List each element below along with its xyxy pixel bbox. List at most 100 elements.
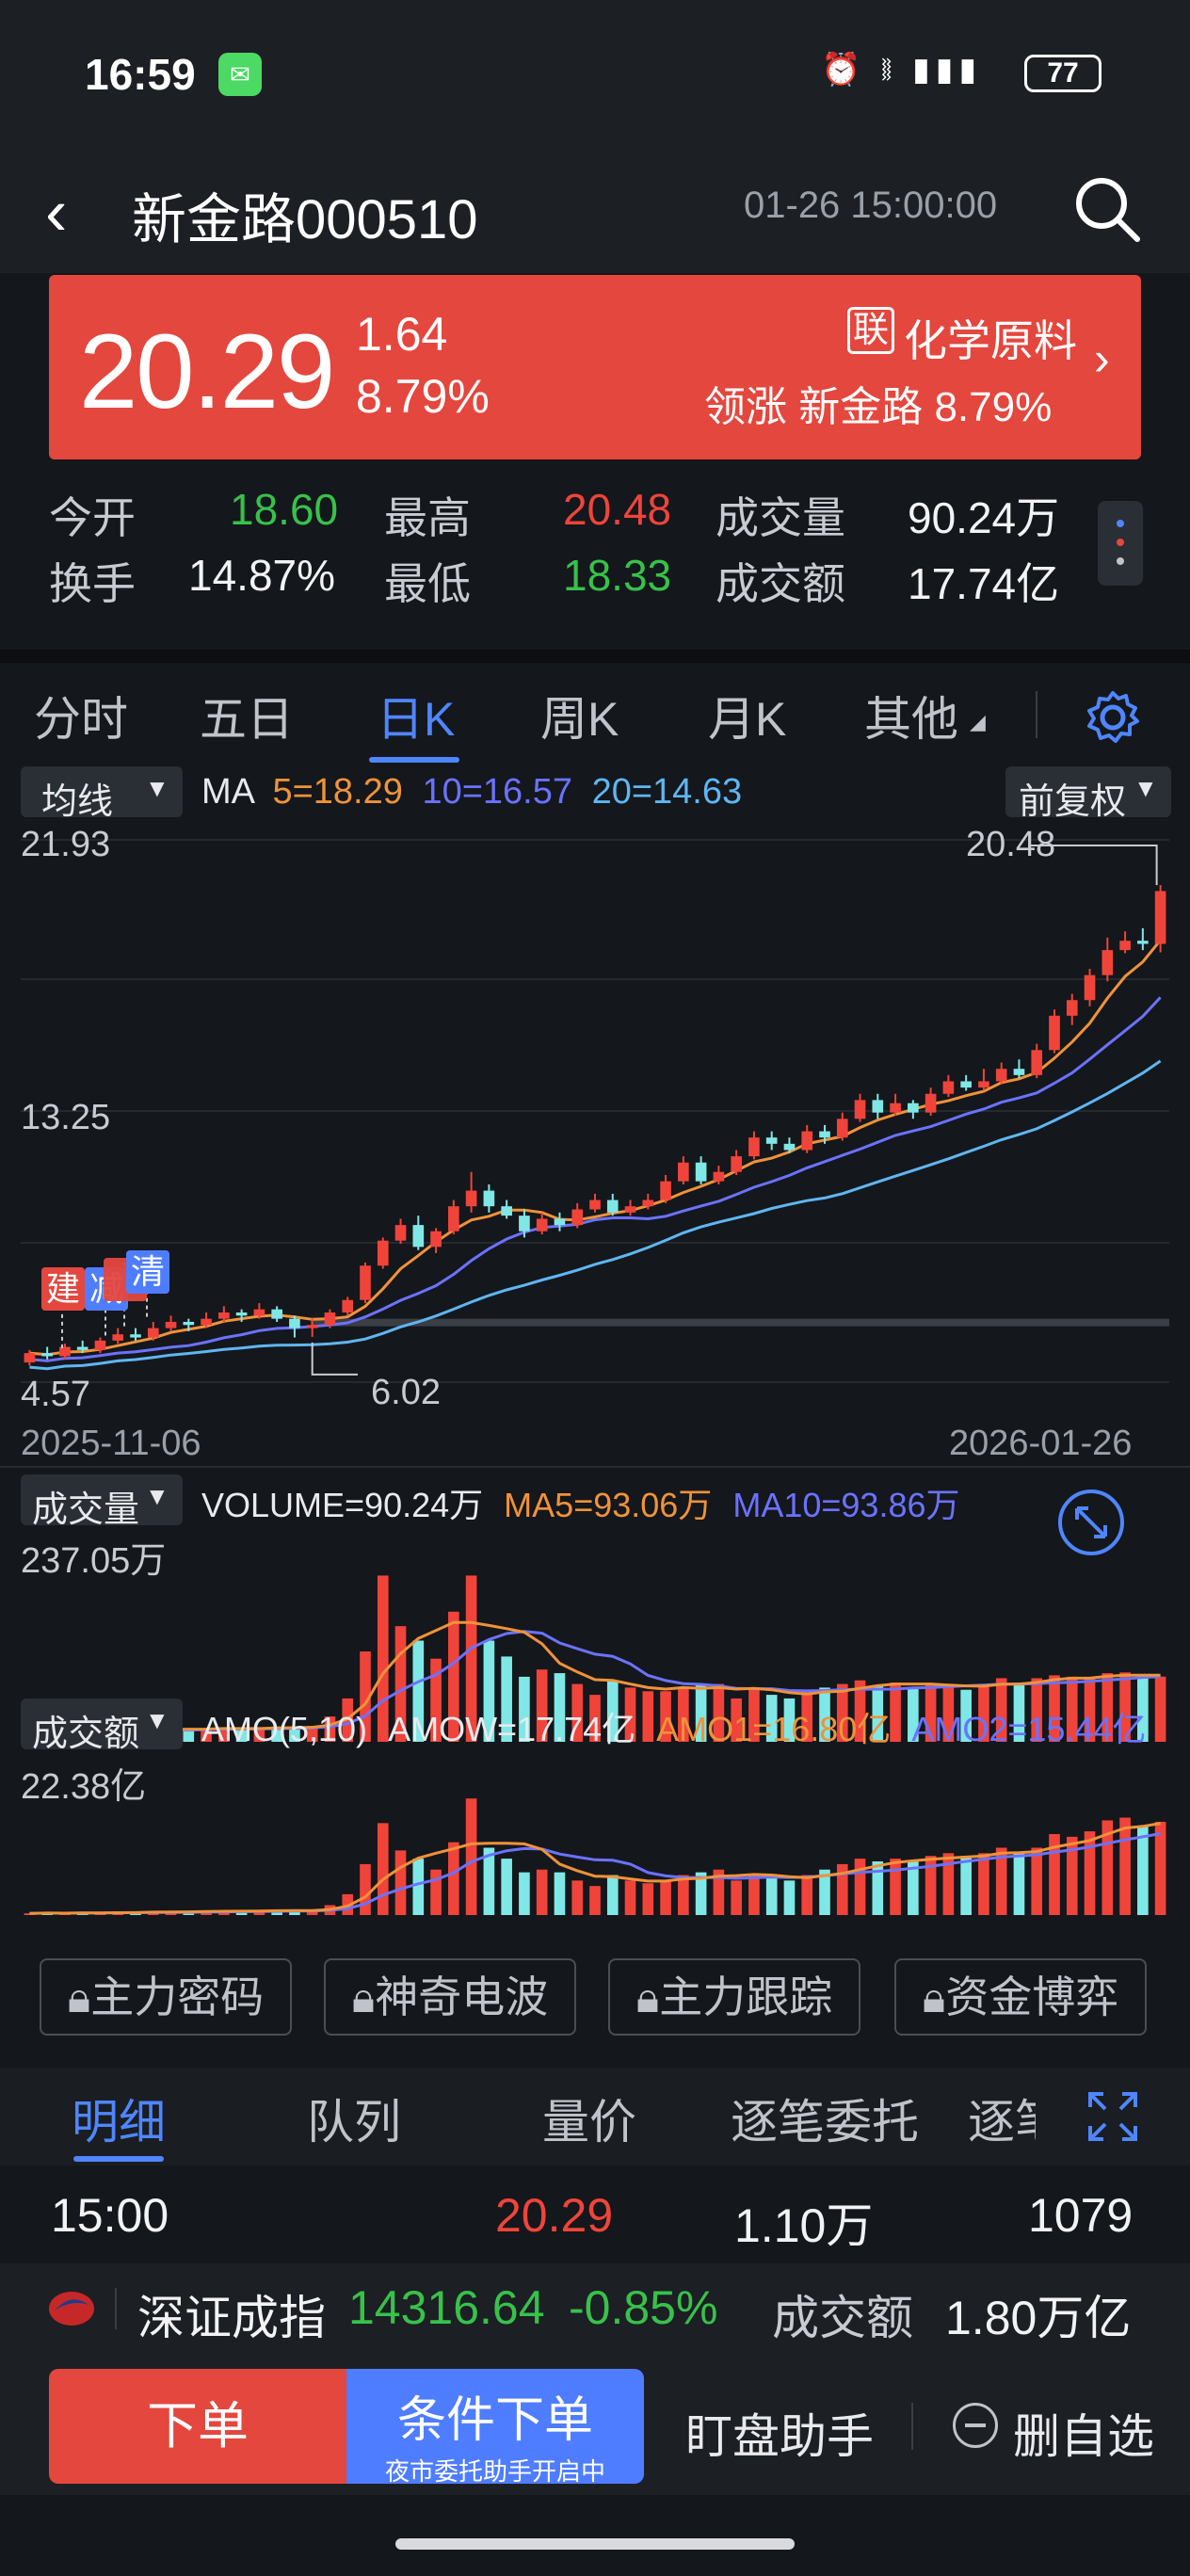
- volume-bar: [536, 1669, 548, 1742]
- candle-body: [130, 1334, 141, 1338]
- amount-bar: [801, 1875, 813, 1915]
- candle-body: [801, 1131, 813, 1151]
- low-value: 18.33: [563, 551, 672, 600]
- volume-dropdown[interactable]: 成交量 ▼: [21, 1474, 183, 1530]
- tab-underline: [73, 2156, 164, 2162]
- candle-body: [1013, 1069, 1025, 1075]
- tab-weekly-k[interactable]: 周K: [540, 693, 619, 746]
- tool-main-code-button[interactable]: 🔒︎主力密码: [40, 1958, 292, 2036]
- y-axis-mid-label: 13.25: [21, 1098, 111, 1137]
- tab-volume-price[interactable]: 量价: [542, 2096, 636, 2149]
- industry-tag: 联: [847, 307, 894, 354]
- low-label: 最低: [384, 559, 471, 608]
- volume-value: 90.24万: [908, 493, 1060, 542]
- adjust-dropdown[interactable]: 前复权 ▼: [1005, 766, 1171, 822]
- volume-bar: [783, 1698, 796, 1742]
- volume-bar: [642, 1691, 654, 1742]
- ma-dropdown[interactable]: 均线 ▼: [21, 766, 183, 822]
- tab-queue[interactable]: 队列: [307, 2096, 401, 2149]
- amount-bar: [713, 1869, 725, 1915]
- candle-body: [201, 1318, 212, 1326]
- volume-bar: [554, 1673, 566, 1742]
- tool-magic-wave-button[interactable]: 🔒︎神奇电波: [324, 1958, 576, 2036]
- index-change: -0.85%: [569, 2281, 718, 2334]
- trade-marker-build[interactable]: 建: [41, 1267, 85, 1311]
- amount-values: AMO(5,10) AMOW=17.74亿 AMO1=16.80亿 AMO2=1…: [201, 1710, 1147, 1748]
- candle-body: [519, 1216, 530, 1232]
- candle-body: [1066, 1000, 1078, 1016]
- divider: [911, 2403, 913, 2450]
- trade-marker-clear[interactable]: 清: [126, 1250, 169, 1294]
- amount-y-top: 22.38亿: [21, 1767, 147, 1807]
- tab-detail[interactable]: 明细: [72, 2096, 166, 2149]
- quote-datetime: 01-26 15:00:00: [744, 185, 998, 226]
- order-button[interactable]: 下单: [49, 2369, 346, 2484]
- expand-icon[interactable]: [1056, 1488, 1126, 1557]
- tab-separator: [1036, 691, 1037, 738]
- back-icon[interactable]: ‹: [45, 175, 68, 249]
- volume-bar: [890, 1682, 901, 1742]
- detail-tabs: 明细 队列 量价 逐笔委托 逐笔: [0, 2068, 1190, 2165]
- candle-body: [324, 1312, 336, 1326]
- candle-body: [1049, 1015, 1060, 1051]
- candle-body: [854, 1100, 866, 1119]
- amount-bar: [306, 1910, 318, 1915]
- kline-chart-svg[interactable]: [0, 817, 1190, 1915]
- price-card[interactable]: 20.29 1.64 8.79% 联 化学原料 领涨 新金路 8.79% ›: [49, 275, 1141, 459]
- amount-bar: [589, 1886, 601, 1915]
- amount-bar: [289, 1910, 300, 1915]
- candle-body: [1031, 1050, 1043, 1075]
- more-menu-button[interactable]: [1098, 501, 1143, 586]
- amount-bar: [624, 1880, 636, 1915]
- tab-other[interactable]: 其他: [864, 693, 958, 746]
- volume-bar: [218, 1727, 230, 1742]
- volume-bar: [483, 1640, 495, 1742]
- tab-daily-k[interactable]: 日K: [377, 693, 456, 746]
- candle-body: [377, 1240, 389, 1266]
- candle-body: [642, 1199, 654, 1207]
- volume-bar: [1031, 1678, 1043, 1742]
- chart-area[interactable]: 均线 ▼ MA 5=18.29 10=16.57 20=14.63 前复权 ▼ …: [0, 766, 1190, 1934]
- monitor-assistant-button[interactable]: 盯盘助手: [685, 2410, 874, 2463]
- candle-body: [271, 1309, 282, 1319]
- amount-bar: [536, 1869, 548, 1915]
- candle-body: [942, 1081, 955, 1094]
- volume-bar: [394, 1626, 407, 1742]
- search-icon[interactable]: [1069, 171, 1145, 247]
- amount-bar: [1049, 1833, 1060, 1915]
- tab-intraday[interactable]: 分时: [34, 693, 128, 746]
- amount-bar: [1066, 1836, 1078, 1915]
- volume-bar: [271, 1726, 282, 1742]
- fullscreen-icon[interactable]: [1086, 2090, 1139, 2143]
- tool-main-tracking-button[interactable]: 🔒︎主力跟踪: [608, 1958, 860, 2036]
- max-pointer: [1028, 845, 1158, 886]
- tick-row: 15:00 20.29 1.10万 1079: [0, 2175, 1190, 2260]
- amount-bar: [819, 1869, 830, 1915]
- tab-five-day[interactable]: 五日: [200, 693, 294, 746]
- tab-tick-orders[interactable]: 逐笔委托: [731, 2096, 919, 2149]
- gear-icon[interactable]: [1083, 687, 1143, 748]
- candle-body: [748, 1137, 760, 1157]
- candle-body: [394, 1225, 407, 1241]
- volume-bar: [324, 1716, 336, 1742]
- index-ticker[interactable]: 深证成指 14316.64 -0.85% 成交额 1.80万亿: [0, 2263, 1190, 2354]
- tool-fund-game-button[interactable]: 🔒︎资金博弈: [894, 1958, 1147, 2036]
- conditional-order-button[interactable]: 条件下单 夜市委托助手开启中: [346, 2369, 644, 2486]
- amount-bar: [519, 1872, 530, 1915]
- index-amount-label: 成交额: [772, 2292, 913, 2344]
- amount-dropdown[interactable]: 成交额 ▼: [21, 1699, 183, 1754]
- sector-leader: 领涨 新金路 8.79%: [704, 384, 1053, 430]
- candle-body: [253, 1309, 265, 1316]
- amount-bar: [412, 1859, 425, 1915]
- candle-body: [731, 1156, 742, 1172]
- divider: [115, 2288, 117, 2329]
- turnover-value: 14.87%: [188, 551, 336, 600]
- remove-watchlist-button[interactable]: 删自选: [1013, 2410, 1154, 2463]
- candle-body: [289, 1318, 300, 1328]
- tab-tick-deals[interactable]: 逐笔: [968, 2096, 1036, 2149]
- high-value: 20.48: [563, 485, 672, 534]
- volume-values: VOLUME=90.24万 MA5=93.06万 MA10=93.86万: [201, 1486, 960, 1524]
- tab-monthly-k[interactable]: 月K: [708, 693, 787, 746]
- volume-bar: [819, 1687, 830, 1742]
- volume-bar: [765, 1695, 778, 1742]
